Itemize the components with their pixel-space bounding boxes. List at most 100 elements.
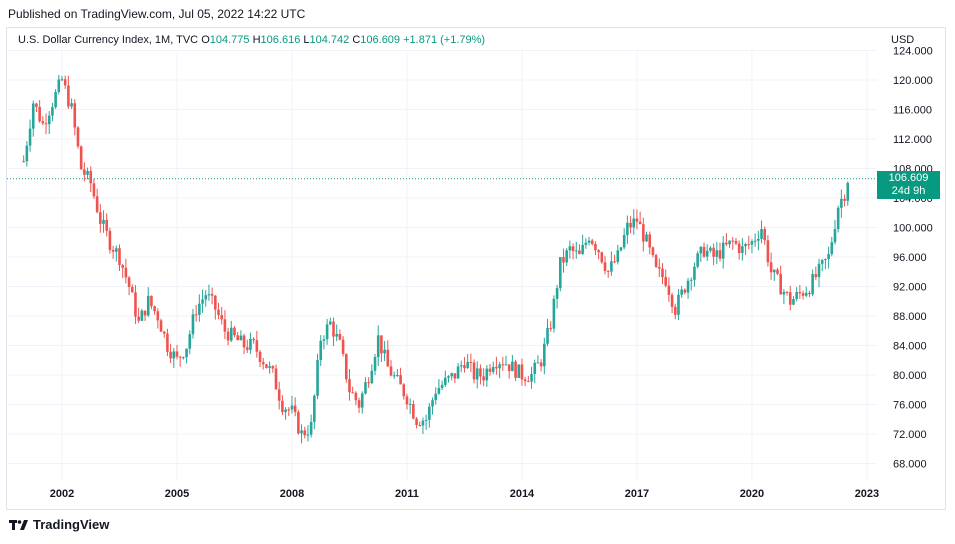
candle-body [626,222,629,236]
candle-body [51,107,54,116]
candle-body [95,196,99,213]
candle-body [616,250,620,262]
candle-body [329,321,332,325]
candle-body [814,274,818,278]
candle-body [635,218,639,222]
candle-body [111,249,115,252]
candle-body [699,246,703,254]
candle-body [428,406,431,420]
candle-body [741,246,744,254]
candle-body [150,295,153,307]
x-tick-label: 2008 [280,488,304,500]
candle-body [619,247,623,251]
candle-body [204,295,208,300]
candle-body [677,294,680,315]
candle-body [811,274,814,295]
candle-body [357,400,361,408]
candle-body [354,392,358,401]
candle-body [156,311,160,321]
y-tick-label: 92.000 [893,282,927,294]
candle-body [76,127,80,147]
low-label: L [303,34,310,46]
candle-body [827,254,830,260]
candle-body [654,255,658,267]
candle-body [673,306,677,315]
currency-label[interactable]: USD [891,34,915,46]
candle-body [520,364,524,380]
tradingview-footer[interactable]: TradingView [9,517,109,532]
candle-body [779,273,782,295]
candle-body [373,357,377,371]
candle-body [705,250,709,257]
candle-body [306,434,310,436]
candle-body [143,310,147,316]
candle-body [539,362,543,367]
tradingview-logo-icon [9,519,28,530]
candle-body [121,264,124,268]
last-price-tag: 106.609 24d 9h [877,171,940,199]
candle-body [610,261,613,272]
candle-body [178,356,182,358]
candle-body [284,409,287,413]
candle-body [597,250,600,253]
candle-body [344,353,348,380]
candle-body [226,331,230,341]
change-value: +1.871 (+1.79%) [403,34,486,46]
candle-body [533,362,537,374]
candle-body [105,219,109,231]
candle-body [389,366,393,376]
candle-body [757,238,760,241]
high-label: H [252,34,261,46]
candle-body [261,362,265,365]
chart-frame[interactable] [6,27,946,510]
candle-body [185,348,188,358]
candle-body [201,299,204,304]
candle-body [360,393,364,408]
candle-body [651,247,655,256]
candle-body [274,368,278,390]
y-tick-label: 120.000 [893,75,933,87]
symbol-name[interactable]: U.S. Dollar Currency Index, 1M, TVC [18,34,199,46]
candle-body [130,287,134,293]
candle-body [581,244,584,254]
candle-body [750,241,754,245]
candle-body [511,361,514,372]
candle-body [472,362,476,380]
candle-body [785,291,789,293]
candle-body [348,379,351,393]
y-tick-label: 72.000 [893,429,927,441]
candle-body [590,240,594,244]
candle-body [629,222,632,228]
candle-body [463,365,466,369]
candle-body [645,234,648,242]
candle-body [370,370,374,384]
candle-body [782,291,786,295]
y-tick-label: 96.000 [893,252,927,264]
x-tick-label: 2005 [165,488,189,500]
candle-body [172,351,176,359]
candle-body [405,396,409,405]
candle-body [527,381,530,383]
candle-body [530,373,533,382]
candle-body [667,285,671,295]
candle-body [514,361,517,378]
candle-body [613,261,616,263]
candle-body [696,253,699,267]
candle-body [498,364,501,369]
y-tick-label: 80.000 [893,370,927,382]
candle-body [772,269,776,273]
candle-body [223,319,227,332]
candle-body [325,324,329,340]
candle-body [721,242,725,259]
candle-body [47,115,51,125]
candle-body [725,242,728,245]
candle-body [268,366,271,368]
candle-body [549,328,553,330]
candle-body [277,389,281,401]
candle-body [124,267,128,278]
candle-body [31,103,35,129]
candle-body [453,373,457,379]
candle-body [245,347,249,350]
high-value: 106.616 [260,34,301,46]
